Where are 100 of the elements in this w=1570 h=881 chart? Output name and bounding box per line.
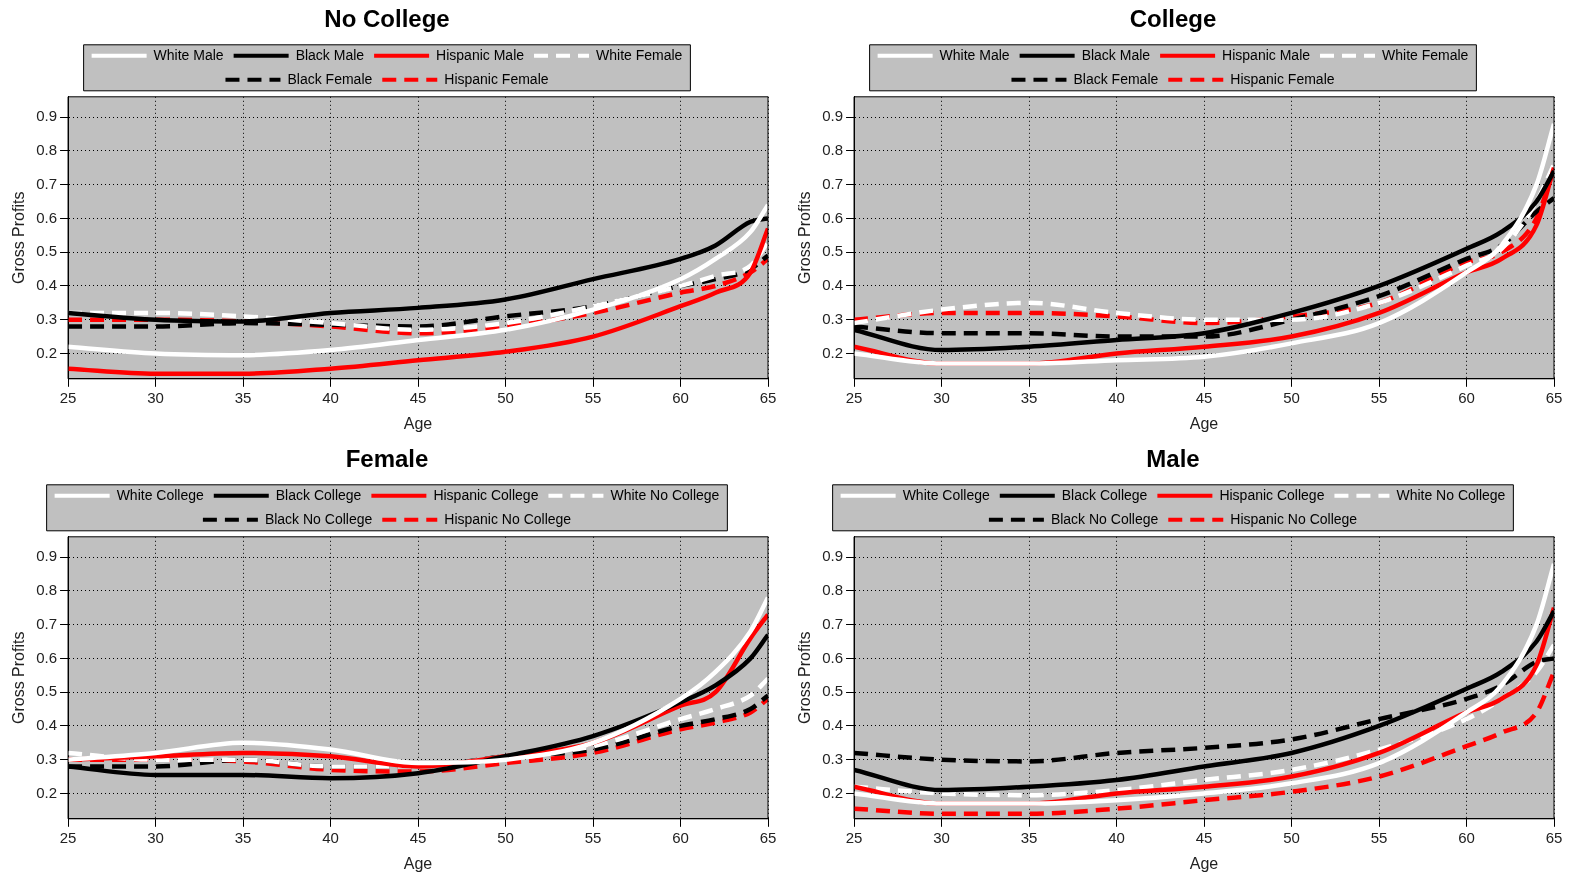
y-axis-title: Gross Profits (10, 191, 28, 285)
legend-label: White Female (596, 46, 683, 63)
x-tick-label: 25 (59, 388, 77, 406)
legend-label: Hispanic Female (1230, 70, 1335, 87)
x-tick-label: 45 (1195, 828, 1213, 846)
x-tick-label: 40 (322, 388, 339, 406)
y-tick-label: 0.3 (36, 309, 58, 327)
legend-label: Hispanic No College (444, 510, 572, 527)
chart-title: Male (1146, 445, 1200, 473)
y-tick-label: 0.6 (36, 648, 58, 666)
legend-label: Black Female (1073, 70, 1159, 87)
y-tick-label: 0.8 (36, 580, 58, 598)
y-tick-label: 0.4 (822, 716, 844, 734)
x-tick-label: 40 (322, 828, 339, 846)
y-axis-title: Gross Profits (796, 631, 814, 725)
chart-title: No College (324, 5, 450, 33)
y-tick-label: 0.4 (822, 276, 844, 294)
chart-title: College (1129, 5, 1217, 33)
legend-label: White College (902, 486, 990, 503)
y-tick-label: 0.5 (36, 242, 58, 260)
x-tick-label: 55 (584, 828, 602, 846)
x-tick-label: 35 (234, 828, 252, 846)
y-tick-label: 0.5 (822, 682, 844, 700)
x-tick-label: 50 (1283, 828, 1300, 846)
x-axis-title: Age (403, 854, 433, 872)
x-tick-label: 65 (759, 828, 777, 846)
line-series (854, 121, 1554, 366)
y-axis-title: Gross Profits (10, 631, 28, 725)
y-tick-label: 0.3 (822, 749, 844, 767)
legend-label: Black Male (295, 46, 365, 63)
legend-label: Black No College (264, 510, 373, 527)
x-tick-label: 50 (1283, 388, 1300, 406)
y-tick-label: 0.8 (822, 140, 844, 158)
y-tick-label: 0.4 (36, 276, 58, 294)
y-tick-label: 0.5 (36, 682, 58, 700)
legend-label: White Male (939, 46, 1010, 63)
x-tick-label: 55 (584, 388, 602, 406)
x-tick-label: 45 (409, 828, 427, 846)
line-series (854, 561, 1554, 806)
x-tick-label: 65 (1545, 388, 1563, 406)
x-tick-label: 65 (1545, 828, 1563, 846)
legend-label: Black Male (1081, 46, 1151, 63)
x-tick-label: 30 (933, 388, 950, 406)
y-tick-label: 0.8 (822, 580, 844, 598)
legend-label: Hispanic Female (444, 70, 549, 87)
legend-label: White Male (153, 46, 224, 63)
y-tick-label: 0.5 (822, 242, 844, 260)
x-tick-label: 65 (759, 388, 777, 406)
x-axis-title: Age (403, 414, 433, 432)
x-tick-label: 30 (147, 828, 164, 846)
x-tick-label: 30 (933, 828, 950, 846)
x-tick-label: 60 (1458, 828, 1475, 846)
x-tick-label: 40 (1108, 828, 1125, 846)
legend-label: White No College (1396, 486, 1506, 503)
y-tick-label: 0.9 (36, 547, 58, 565)
x-tick-label: 50 (497, 388, 514, 406)
x-tick-label: 35 (1020, 388, 1038, 406)
y-tick-label: 0.7 (822, 174, 844, 192)
y-tick-label: 0.3 (822, 309, 844, 327)
legend-label: Hispanic Male (436, 46, 525, 63)
chart-title: Female (345, 445, 429, 473)
y-tick-label: 0.6 (822, 208, 844, 226)
x-tick-label: 60 (1458, 388, 1475, 406)
legend-label: Hispanic College (433, 486, 539, 503)
y-tick-label: 0.9 (822, 547, 844, 565)
x-tick-label: 45 (409, 388, 427, 406)
x-tick-label: 55 (1370, 388, 1388, 406)
y-tick-label: 0.4 (36, 716, 58, 734)
x-tick-label: 40 (1108, 388, 1125, 406)
legend-label: Black No College (1050, 510, 1159, 527)
y-tick-label: 0.7 (36, 174, 58, 192)
y-tick-label: 0.2 (822, 783, 844, 801)
y-tick-label: 0.8 (36, 140, 58, 158)
y-tick-label: 0.6 (822, 648, 844, 666)
y-tick-label: 0.7 (822, 614, 844, 632)
legend-label: White No College (610, 486, 720, 503)
x-tick-label: 25 (845, 828, 863, 846)
y-axis-title: Gross Profits (796, 191, 814, 285)
y-tick-label: 0.2 (36, 783, 58, 801)
y-tick-label: 0.2 (36, 343, 58, 361)
x-tick-label: 55 (1370, 828, 1388, 846)
y-tick-label: 0.7 (36, 614, 58, 632)
y-tick-label: 0.9 (36, 107, 58, 125)
y-tick-label: 0.2 (822, 343, 844, 361)
y-tick-label: 0.6 (36, 208, 58, 226)
legend-label: Black College (1061, 486, 1148, 503)
y-tick-label: 0.9 (822, 107, 844, 125)
x-tick-label: 60 (672, 388, 689, 406)
x-tick-label: 25 (845, 388, 863, 406)
x-tick-label: 25 (59, 828, 77, 846)
x-tick-label: 35 (1020, 828, 1038, 846)
legend-label: Black College (275, 486, 362, 503)
x-axis-title: Age (1189, 854, 1219, 872)
x-tick-label: 60 (672, 828, 689, 846)
legend-label: Hispanic Male (1222, 46, 1311, 63)
legend-label: Black Female (287, 70, 373, 87)
line-series (68, 202, 768, 358)
legend-label: Hispanic No College (1230, 510, 1358, 527)
x-tick-label: 35 (234, 388, 252, 406)
y-tick-label: 0.3 (36, 749, 58, 767)
